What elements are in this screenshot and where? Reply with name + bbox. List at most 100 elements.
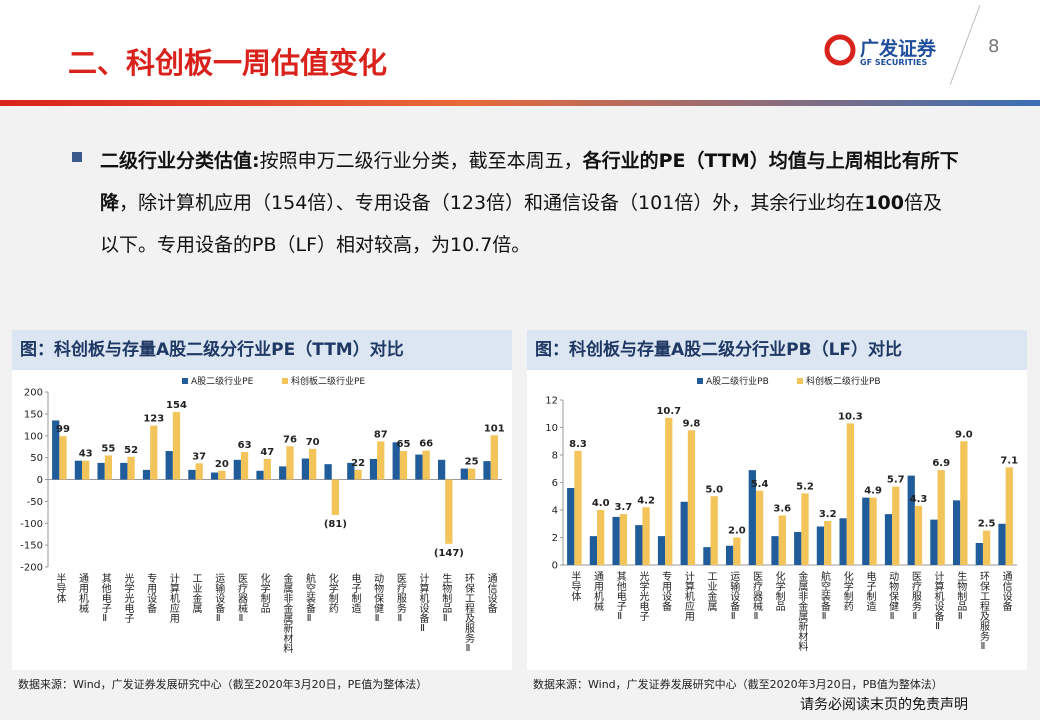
logo-icon — [824, 34, 856, 66]
bar — [816, 526, 825, 565]
x-tick-label: 金属非金属新材料 — [281, 572, 293, 654]
paragraph: 二级行业分类估值:按照申万二级行业分类，截至本周五，各行业的PE（TTM）均值与… — [100, 140, 960, 266]
bar — [619, 514, 628, 565]
bar — [256, 470, 264, 480]
x-tick-label: 环保工程及服务Ⅱ — [462, 573, 474, 654]
x-tick-label: 光学光电子 — [637, 570, 649, 621]
source: 数据来源：Wind，广发证券发展研究中心（截至2020年3月20日，PB值为整体… — [533, 678, 943, 691]
y-tick-label: -100 — [20, 519, 43, 530]
x-tick-label: 电子制造 — [864, 570, 876, 611]
bar — [914, 505, 923, 565]
bar — [399, 451, 408, 480]
header-bar — [0, 100, 1040, 106]
data-label: 63 — [238, 440, 252, 451]
data-label: 65 — [397, 439, 411, 450]
x-tick-label: 其他电子Ⅱ — [614, 571, 626, 622]
data-label: 5.0 — [705, 484, 723, 495]
header: 二、科创板一周估值变化 广发证券 GF SECURITIES 8 — [0, 0, 1040, 100]
data-label: 154 — [166, 400, 187, 411]
x-tick-label: 航空装备Ⅱ — [304, 572, 316, 624]
bar — [483, 461, 491, 480]
x-tick-label: 通信设备 — [1000, 571, 1012, 612]
bar — [952, 500, 961, 565]
data-label: 9.8 — [683, 418, 701, 429]
data-label: 4.9 — [864, 486, 882, 497]
page-number: 8 — [988, 36, 1000, 57]
bar — [377, 441, 385, 480]
bar — [748, 470, 756, 565]
x-tick-label: 通用机械 — [592, 571, 604, 612]
bar — [150, 425, 158, 480]
bar — [635, 525, 643, 565]
bar — [574, 450, 582, 565]
data-label: (81) — [324, 519, 347, 530]
bar — [801, 493, 809, 565]
chart-panel: 图：科创板与存量A股二级分行业PE（TTM）对比 -200 -150 -100 -50… — [12, 330, 512, 696]
y-tick-label: 2 — [552, 533, 558, 544]
y-tick-label: 6 — [552, 478, 558, 489]
data-label: 47 — [260, 447, 274, 458]
bar — [331, 479, 340, 515]
data-label: 66 — [419, 439, 433, 450]
data-label: 76 — [283, 434, 297, 445]
bar — [218, 470, 226, 480]
bar — [279, 466, 287, 480]
legend-label: 科创板二级行业PB — [806, 375, 881, 387]
y-tick-label: -200 — [20, 563, 43, 574]
bar — [778, 515, 786, 565]
data-label: 10.3 — [838, 411, 863, 422]
bar — [642, 507, 650, 565]
x-tick-label: 通用机械 — [77, 573, 89, 614]
bar — [233, 459, 241, 480]
bar — [52, 420, 60, 480]
bar — [975, 543, 983, 565]
data-label: 4.0 — [592, 498, 610, 509]
bar — [172, 412, 181, 480]
bar — [104, 455, 113, 480]
bar — [824, 521, 832, 565]
bar — [839, 518, 847, 565]
bar — [263, 458, 271, 480]
data-label: (147) — [434, 548, 464, 559]
text-segment: 二级行业分类估值: — [100, 150, 260, 172]
data-label: 25 — [465, 457, 479, 468]
x-tick-label: 医疗器械Ⅱ — [235, 573, 247, 624]
x-tick-label: 计算机应用 — [682, 570, 694, 622]
bar — [195, 463, 203, 480]
bar — [892, 486, 900, 565]
data-label: 2.0 — [728, 526, 746, 537]
bar — [960, 441, 968, 565]
x-tick-label: 医疗服务Ⅱ — [394, 573, 406, 624]
legend-swatch — [697, 378, 703, 384]
data-label: 20 — [215, 459, 229, 470]
data-label: 9.0 — [955, 429, 973, 440]
data-label: 4.2 — [637, 495, 655, 506]
x-tick-label: 医疗器械Ⅱ — [750, 571, 762, 622]
x-tick-label: 半导体 — [54, 572, 66, 604]
text-segment: ，除计算机应用（154倍）、专用设备（123倍）和通信设备（101倍）外，其余行… — [119, 192, 865, 214]
bar — [422, 450, 430, 480]
x-tick-label: 通信设备 — [485, 573, 497, 614]
bar — [240, 451, 249, 480]
x-tick-label: 工业金属 — [190, 573, 202, 614]
bar — [794, 532, 802, 565]
x-tick-label: 医疗服务Ⅱ — [909, 571, 921, 622]
text-segment: 100 — [864, 192, 904, 214]
y-tick-label: 50 — [30, 453, 43, 464]
data-label: 123 — [143, 414, 164, 425]
x-tick-label: 运输设备Ⅱ — [213, 573, 225, 624]
bar — [589, 536, 598, 565]
legend-swatch — [182, 378, 188, 384]
text-segment: 倍及以下。专用设备的PB（LF）相对较高，为10.7倍。 — [100, 192, 943, 256]
bar — [755, 490, 764, 565]
bar — [771, 536, 779, 565]
legend-label: A股二级行业PE — [191, 375, 254, 387]
x-tick-label: 其他电子Ⅱ — [99, 573, 111, 624]
bar — [467, 468, 476, 480]
bar — [733, 537, 741, 565]
x-tick-label: 动物保健Ⅱ — [887, 571, 899, 622]
slide-title: 二、科创板一周估值变化 — [68, 46, 388, 80]
x-tick-label: 生物制品Ⅱ — [955, 570, 967, 622]
chart: -200 -150 -100 -50 0 50 100 150 200 A股二级行业PE 科创板二级… — [12, 370, 512, 670]
legend-label: A股二级行业PB — [706, 375, 769, 387]
